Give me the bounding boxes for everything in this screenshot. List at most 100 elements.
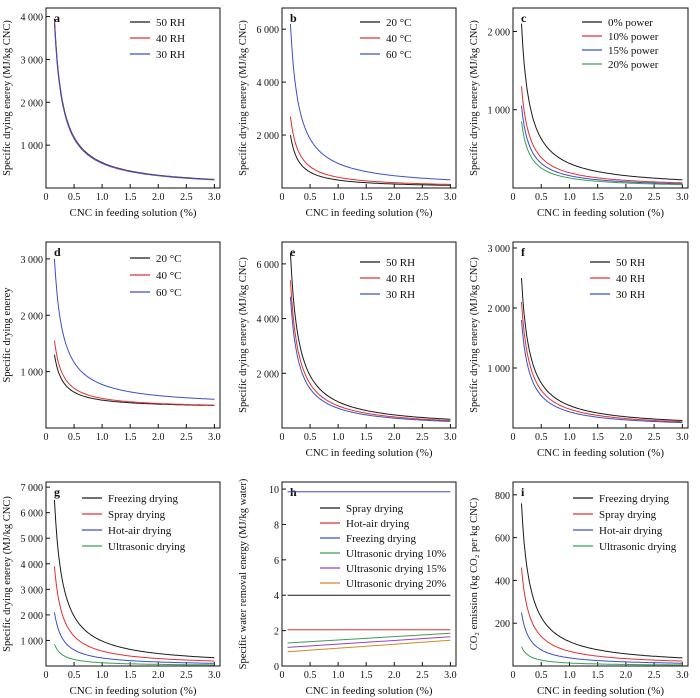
series-line-40-rh [53, 20, 215, 181]
legend-label: 20 °C [386, 17, 412, 29]
series-line-10-power [521, 86, 683, 184]
panel-letter: d [54, 245, 61, 259]
x-tick-label: 0.5 [304, 670, 317, 681]
plot-frame [45, 481, 221, 667]
y-tick-label: 5 000 [21, 534, 44, 545]
legend-label: Ultrasonic drying [108, 541, 186, 553]
y-tick-label: 1 000 [21, 368, 44, 379]
x-tick-label: 3.0 [676, 432, 689, 443]
x-tick-label: 1.0 [563, 192, 576, 203]
x-tick-label: 3.0 [676, 670, 689, 681]
y-tick-label: 4 000 [21, 13, 44, 24]
legend-label: 0% power [608, 17, 653, 29]
legend-label: 40 RH [616, 273, 645, 285]
panel-i: 0 0.5 1.0 1.5 2.0 2.5 3.0 200 400 600 800 CNC in fe… [469, 481, 689, 697]
x-tick-label: 2.0 [152, 432, 165, 443]
x-tick-label: 2.0 [152, 670, 165, 681]
legend-label: 30 RH [386, 289, 415, 301]
x-tick-label: 0.5 [68, 192, 81, 203]
x-axis-label: CNC in feeding solution (%) [537, 447, 664, 459]
legend-label: Spray drying [599, 509, 657, 521]
legend-label: Ultrasonic drying 10% [346, 548, 446, 560]
x-tick-label: 1.5 [591, 670, 604, 681]
panel-letter: a [54, 11, 60, 25]
legend-label: 40 °C [386, 33, 412, 45]
plot-frame [45, 241, 221, 429]
series-line-spray-drying [53, 566, 215, 662]
panel-h: 0 0.5 1.0 1.5 2.0 2.5 3.0 0 2 4 6 8 10 CNC in feeding… [238, 478, 457, 697]
x-tick-label: 1.5 [591, 192, 604, 203]
x-tick-label: 2.0 [388, 670, 401, 681]
legend-label: Hot-air drying [599, 525, 663, 537]
y-tick-label: 3 000 [488, 244, 511, 255]
plot-frame [512, 241, 689, 429]
series-line-40-c [53, 340, 215, 406]
y-tick-label: 6 000 [257, 260, 280, 271]
x-tick-label: 0 [44, 670, 49, 681]
series-line-spray-drying [521, 567, 683, 662]
x-tick-label: 0 [511, 432, 516, 443]
panel-c: 0 0.5 1.0 1.5 2.0 2.5 3.0 1 000 2 000 CNC in feed… [469, 7, 689, 219]
x-tick-label: 2.0 [620, 432, 633, 443]
x-tick-label: 2.0 [152, 192, 165, 203]
x-tick-label: 1.0 [563, 670, 576, 681]
y-tick-label: 2 000 [21, 98, 44, 109]
legend-label: 50 RH [386, 257, 415, 269]
y-tick-label: 0 [274, 662, 279, 673]
series-line-ultrasonic-drying-15- [287, 636, 451, 648]
panel-g: 0 0.5 1.0 1.5 2.0 2.5 3.0 1 000 2 000 3 000 4 000 5… [2, 481, 221, 697]
y-axis-label: Specific water removal energy (MJ/kg wat… [238, 478, 249, 669]
x-tick-label: 3.0 [444, 670, 457, 681]
x-tick-label: 2.5 [648, 432, 661, 443]
x-tick-label: 2.0 [388, 432, 401, 443]
plot-frame [45, 7, 221, 189]
x-tick-label: 0.5 [535, 192, 548, 203]
x-tick-label: 2.5 [180, 192, 193, 203]
y-axis-label: Specific drying enerey (MJ/kg CNC) [2, 20, 13, 176]
legend-label: 50 RH [616, 257, 645, 269]
y-tick-label: 2 000 [488, 304, 511, 315]
x-tick-label: 1.5 [124, 670, 137, 681]
y-tick-label: 7 000 [21, 483, 44, 494]
series-line-ultrasonic-drying [521, 646, 683, 666]
y-tick-label: 10 [269, 485, 279, 496]
y-tick-label: 2 000 [488, 27, 511, 38]
plot-frame [281, 481, 457, 667]
y-tick-label: 6 000 [21, 509, 44, 520]
y-axis-label: Specific drying enerey (MJ/kg CNC) [2, 496, 13, 652]
y-tick-label: 600 [495, 534, 510, 545]
y-tick-label: 1 000 [21, 141, 44, 152]
x-tick-label: 0 [280, 670, 285, 681]
series-line-hot-air-drying [53, 612, 215, 664]
y-axis-label: CO₂ emission (kg CO₂ per kg CNC) [469, 497, 480, 650]
x-tick-label: 0.5 [535, 432, 548, 443]
legend-label: Spray drying [346, 503, 404, 515]
x-tick-label: 1.5 [124, 432, 137, 443]
y-tick-label: 4 000 [257, 78, 280, 89]
y-tick-label: 2 [274, 627, 279, 638]
x-tick-label: 2.0 [620, 192, 633, 203]
series-line-ultrasonic-drying [53, 644, 215, 666]
legend-label: Ultrasonic drying 15% [346, 563, 446, 575]
legend-label: 30 RH [156, 49, 185, 61]
panel-letter: g [54, 485, 60, 499]
y-tick-label: 6 000 [257, 25, 280, 36]
legend-label: Freezing drying [599, 493, 669, 505]
legend-label: 50 RH [156, 17, 185, 29]
x-tick-label: 3.0 [208, 432, 221, 443]
plot-frame [512, 481, 689, 667]
legend-label: Ultrasonic drying 20% [346, 578, 446, 590]
x-axis-label: CNC in feeding solution (%) [537, 207, 664, 219]
panel-d: 0 0.5 1.0 1.5 2.0 2.5 3.0 1 000 2 000 3 000 Specif… [2, 241, 221, 443]
x-tick-label: 1.5 [360, 670, 373, 681]
legend-label: 10% power [608, 31, 659, 43]
legend-label: Freezing drying [346, 533, 416, 545]
y-tick-label: 8 [274, 520, 279, 531]
x-tick-label: 3.0 [676, 192, 689, 203]
y-tick-label: 200 [495, 619, 510, 630]
series-line-0-power [521, 23, 683, 181]
y-axis-label: Specific drying enerey (MJ/kg CNC) [469, 20, 480, 176]
legend-label: 40 RH [156, 33, 185, 45]
series-line-ultrasonic-drying-10- [287, 632, 451, 644]
panel-letter: i [521, 485, 525, 499]
